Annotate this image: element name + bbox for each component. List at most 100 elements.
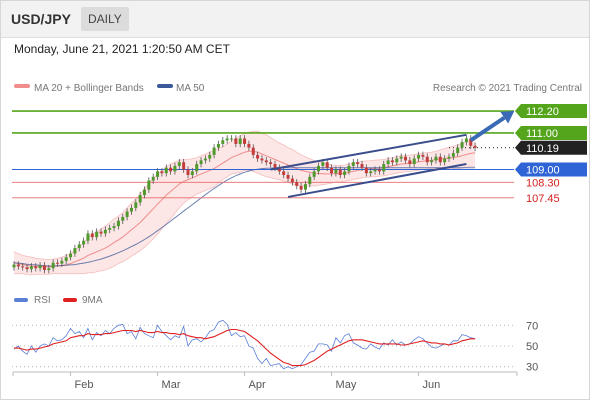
rsi-plot: 70 50 30 <box>12 319 538 374</box>
month-label: Mar <box>162 379 181 391</box>
candle-body <box>373 169 377 172</box>
candle-body <box>73 248 77 254</box>
level-label-0: 112.20 <box>526 106 559 118</box>
rsi-tick-label: 70 <box>526 320 538 332</box>
candle-body <box>90 233 94 238</box>
candle-body <box>69 253 73 258</box>
candle-body <box>438 156 442 163</box>
candle-body <box>251 147 255 155</box>
candle-body <box>190 171 194 176</box>
candle-body <box>60 260 64 264</box>
candle-body <box>234 138 238 144</box>
candle-body <box>464 138 468 143</box>
candle-body <box>147 180 151 190</box>
candle-body <box>356 162 360 165</box>
candle-body <box>408 160 412 165</box>
candle-body <box>64 257 68 261</box>
candle-body <box>325 162 329 168</box>
month-label: Feb <box>75 379 94 391</box>
candle-body <box>443 158 447 163</box>
candle-body <box>38 265 42 269</box>
currency-pair-title: USD/JPY <box>11 11 71 27</box>
level-label-4: 108.30 <box>526 177 560 189</box>
candle-body <box>434 156 438 161</box>
candle-body <box>42 265 46 271</box>
candle-body <box>173 165 177 172</box>
candle-body <box>334 169 338 174</box>
candle-body <box>216 143 220 148</box>
month-label: Jun <box>423 379 441 391</box>
candle-body <box>338 169 342 176</box>
timestamp: Monday, June 21, 2021 1:20:50 AM CET <box>14 42 230 56</box>
candle-body <box>12 264 16 268</box>
candle-body <box>264 160 268 163</box>
candle-body <box>160 171 164 174</box>
candle-body <box>321 162 325 166</box>
candle-body <box>308 176 312 185</box>
candle-body <box>386 160 390 165</box>
candle-body <box>369 171 373 174</box>
candle-body <box>203 158 207 161</box>
bb-legend-swatch <box>14 84 30 88</box>
rsi-ma-line <box>14 328 476 367</box>
candle-body <box>230 138 233 140</box>
candle-body <box>108 228 112 230</box>
candle-body <box>103 229 107 234</box>
candle-body <box>312 171 316 177</box>
level-label-5: 107.45 <box>526 193 560 205</box>
candle-body <box>129 207 133 212</box>
candle-body <box>469 138 473 146</box>
rsi-ma-legend-swatch <box>63 298 77 302</box>
chart-header: USD/JPY DAILY <box>1 1 589 38</box>
candle-body <box>382 164 386 172</box>
candle-body <box>364 167 368 174</box>
candle-body <box>395 158 399 163</box>
candle-body <box>134 202 138 208</box>
candle-body <box>399 156 403 159</box>
month-label: May <box>336 379 357 391</box>
ma50-legend-label: MA 50 <box>176 83 205 94</box>
level-label-box-1 <box>515 125 587 140</box>
candle-body <box>21 266 25 268</box>
channel-line-1 <box>287 163 467 198</box>
forecast-arrow-head <box>500 111 515 124</box>
candle-body <box>421 154 425 157</box>
candle-body <box>121 217 125 221</box>
level-label-box-2 <box>515 140 587 155</box>
candle-body <box>269 162 273 165</box>
candle-body <box>247 143 251 148</box>
candle-body <box>430 160 434 163</box>
candle-body <box>351 162 355 166</box>
candle-body <box>16 264 20 267</box>
rsi-legend-label: RSI <box>34 295 51 306</box>
candle-body <box>156 171 160 177</box>
candle-body <box>208 154 212 159</box>
candle-body <box>256 154 260 159</box>
candle-body <box>82 240 86 245</box>
candle-body <box>460 142 464 148</box>
candle-body <box>473 145 477 148</box>
candle-body <box>51 262 55 269</box>
candle-body <box>225 138 229 141</box>
candle-body <box>177 162 181 166</box>
candle-body <box>417 154 421 159</box>
level-label-box-0 <box>515 104 587 119</box>
ma20-line <box>13 150 476 268</box>
candle-body <box>290 178 294 183</box>
ma50-legend-swatch <box>157 84 173 88</box>
bollinger-band-fill <box>14 131 476 275</box>
candle-body <box>143 189 146 196</box>
rsi-tick-label: 30 <box>526 362 538 374</box>
candle-body <box>404 156 407 161</box>
candle-body <box>360 164 364 168</box>
ma50-line <box>13 167 476 267</box>
bollinger-lower-line <box>14 166 476 276</box>
candle-body <box>456 147 460 154</box>
period-badge[interactable]: DAILY <box>81 7 129 31</box>
candle-body <box>299 185 303 190</box>
candle-body <box>138 195 142 203</box>
candle-body <box>125 211 129 218</box>
rsi-tick-label: 50 <box>526 341 538 353</box>
channel-line-0 <box>270 133 467 171</box>
